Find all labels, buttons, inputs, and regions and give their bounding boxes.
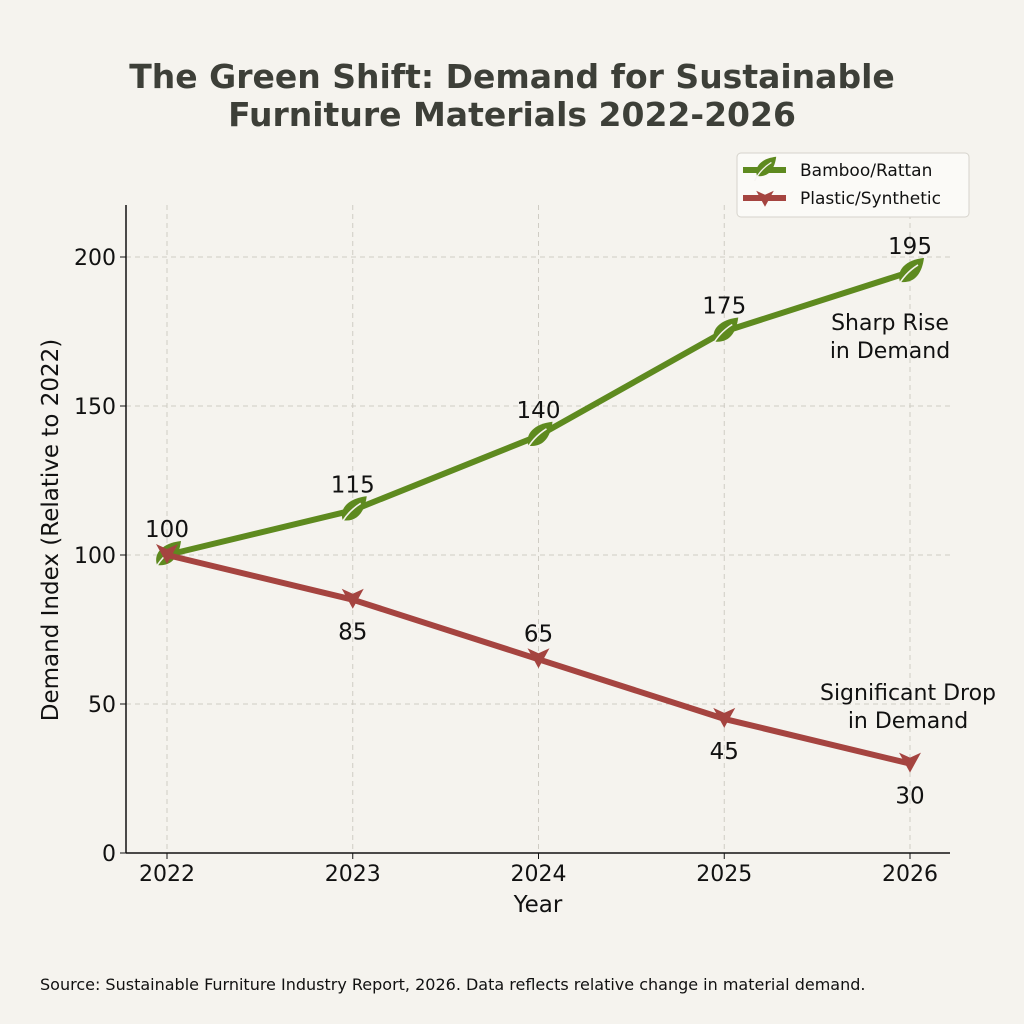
y-tick-label: 50 [88, 693, 116, 718]
axes: 2022 2023 2024 2025 2026 0 50 100 150 200 [74, 205, 950, 887]
annotation-text: Significant Drop [820, 681, 996, 706]
data-label: 115 [331, 472, 375, 498]
triangle-down-icon [156, 544, 178, 564]
annotation-text: Sharp Rise [831, 311, 949, 336]
leaf-icon [754, 156, 777, 182]
series-lines [153, 257, 924, 773]
x-tick-label: 2026 [882, 862, 938, 887]
triangle-down-icon [899, 752, 921, 773]
data-label: 45 [710, 739, 739, 765]
data-label: 140 [517, 398, 561, 424]
chart-title-line-2: Furniture Materials 2022-2026 [228, 95, 796, 134]
y-tick-label: 200 [74, 246, 116, 271]
data-labels: 100 115 140 175 195 85 65 45 30 [145, 234, 932, 810]
legend-label: Plastic/Synthetic [800, 189, 941, 209]
triangle-down-icon [527, 648, 550, 669]
data-label: 85 [338, 620, 367, 646]
chart-title-line-1: The Green Shift: Demand for Sustainable [129, 57, 895, 96]
data-label: 30 [895, 784, 924, 810]
triangle-down-icon [756, 190, 774, 207]
data-label: 100 [145, 517, 189, 543]
source-note: Source: Sustainable Furniture Industry R… [40, 975, 865, 994]
data-label: 195 [888, 234, 932, 260]
x-tick-label: 2024 [511, 862, 567, 887]
leaf-icon [524, 421, 553, 453]
leaf-icon [710, 317, 739, 348]
x-tick-label: 2025 [696, 862, 752, 887]
x-axis-label: Year [513, 892, 563, 918]
leaf-icon [339, 496, 367, 527]
triangle-down-icon [713, 707, 736, 728]
legend-label: Bamboo/Rattan [800, 161, 932, 181]
annotation-text: in Demand [830, 339, 950, 364]
y-tick-label: 100 [74, 544, 116, 569]
leaf-icon [896, 257, 924, 289]
triangle-down-icon [341, 588, 364, 609]
x-tick-label: 2022 [139, 862, 195, 887]
grid [126, 205, 950, 853]
legend-box [736, 152, 970, 218]
annotations: Sharp Rise in Demand Significant Drop in De… [820, 311, 996, 734]
annotation-text: in Demand [848, 709, 968, 734]
data-label: 65 [524, 621, 553, 647]
x-tick-label: 2023 [325, 862, 381, 887]
data-label: 175 [702, 294, 746, 320]
legend: Bamboo/Rattan Plastic/Synthetic [736, 152, 970, 218]
y-tick-label: 150 [74, 395, 116, 420]
y-tick-label: 0 [102, 842, 116, 867]
y-axis-label: Demand Index (Relative to 2022) [38, 339, 64, 721]
